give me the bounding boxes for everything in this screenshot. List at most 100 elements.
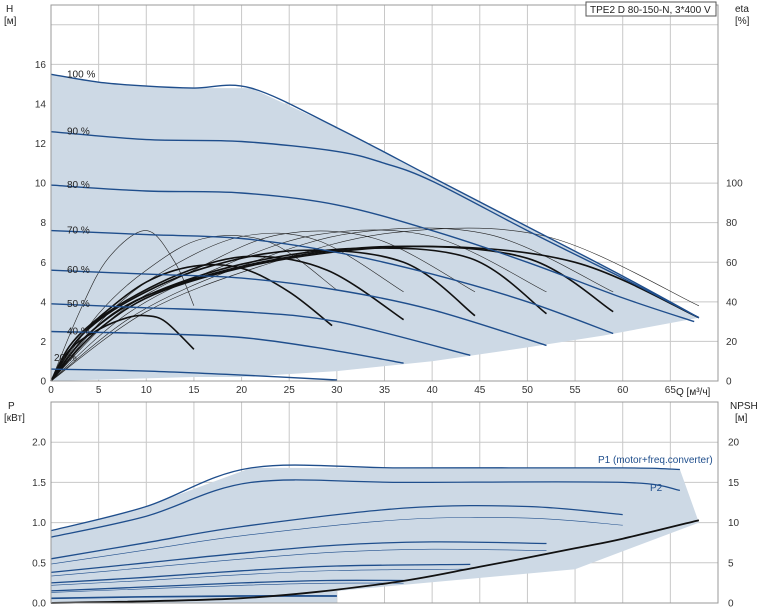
x-axis-label: Q [м³/ч]: [676, 387, 711, 398]
bottom-plot-frame: [50, 401, 719, 604]
power-area: [51, 467, 699, 603]
power-curve-thin: [50, 582, 404, 593]
y-tick-label: 16: [35, 60, 47, 71]
npsh-tick-label: 15: [728, 478, 740, 489]
npsh-curve-group: [50, 519, 700, 604]
y-tick-label: 10: [35, 179, 47, 190]
x-tick-label: 20: [236, 385, 248, 396]
x-tick-label: 5: [96, 385, 102, 396]
npsh-tick-label: 5: [728, 558, 734, 569]
power-curve-thin: [50, 568, 471, 586]
power-curve-thin: [50, 548, 547, 577]
power-curve-thin: [50, 596, 337, 600]
speed-label: 60 %: [67, 265, 90, 276]
eta-curve: [50, 249, 476, 382]
head-curve: [50, 73, 700, 319]
p-tick-label: 1.5: [32, 478, 46, 489]
y-tick-label: 12: [35, 139, 47, 150]
eta-curve-thin: [50, 227, 614, 382]
tick-labels: 0 5 10 15 20 25 30 35 40 45 50 55 60 6502468101214160…: [32, 60, 743, 610]
power-curve: [50, 541, 547, 574]
p1-legend-label: P1 (motor+freq.converter): [598, 455, 713, 466]
x-tick-label: 55: [570, 385, 582, 396]
eta-curves: [50, 245, 700, 382]
x-tick-label: 10: [141, 385, 153, 396]
y-tick-label: 8: [40, 218, 46, 229]
y-tick-label: 4: [40, 297, 46, 308]
eta-curve: [50, 245, 614, 382]
p-tick-label: 1.0: [32, 518, 46, 529]
power-series-curve: [50, 464, 680, 532]
eta-tick-label: 0: [726, 377, 732, 388]
speed-label: 70 %: [67, 226, 90, 237]
power-curve-thin: [50, 517, 623, 565]
x-tick-label: 45: [474, 385, 486, 396]
npsh-tick-label: 10: [728, 518, 740, 529]
x-tick-label: 15: [188, 385, 200, 396]
npsh-curve: [50, 519, 700, 604]
eta-curve: [50, 245, 700, 382]
y-tick-label: 0: [40, 377, 46, 388]
top-ylabel: H: [6, 4, 13, 15]
bottom-ylabel-unit: [кВт]: [4, 413, 25, 424]
x-tick-label: 40: [427, 385, 439, 396]
head-curve: [50, 184, 695, 323]
eta-tick-label: 60: [726, 258, 738, 269]
eta-curve-thin: [50, 227, 700, 382]
bottom-y2label-unit: [м]: [735, 413, 748, 424]
top-y2label-unit: [%]: [735, 16, 750, 27]
head-curve: [50, 229, 614, 335]
top-y2label: eta: [735, 4, 749, 15]
eta-curve: [50, 263, 333, 382]
x-tick-label: 25: [284, 385, 296, 396]
head-curves: [50, 73, 700, 381]
speed-label: 40 %: [67, 327, 90, 338]
p-tick-label: 0.5: [32, 558, 46, 569]
eta-tick-label: 40: [726, 297, 738, 308]
top-plot-frame: [50, 4, 719, 382]
eta-tick-label: 20: [726, 337, 738, 348]
head-curve: [50, 131, 700, 319]
title-box: [585, 1, 717, 17]
eta-tick-label: 100: [726, 179, 743, 190]
operating-area: [51, 74, 699, 382]
power-series-curve: [50, 479, 681, 538]
speed-label: 80 %: [67, 180, 90, 191]
power-curve: [50, 579, 404, 592]
chart-title: TPE2 D 80-150-N, 3*400 V: [590, 5, 711, 16]
y-tick-label: 2: [40, 337, 46, 348]
x-tick-label: 35: [379, 385, 391, 396]
npsh-tick-label: 0: [728, 599, 734, 610]
head-curve: [50, 269, 547, 347]
top-ylabel-unit: [м]: [4, 16, 17, 27]
speed-label: 20 %: [54, 353, 77, 364]
eta-curve-thin: [50, 230, 195, 382]
power-curve: [50, 563, 471, 584]
eta-tick-label: 80: [726, 218, 738, 229]
x-tick-label: 60: [617, 385, 629, 396]
p2-legend-label: P2: [650, 483, 663, 494]
x-tick-label: 30: [331, 385, 343, 396]
npsh-tick-label: 20: [728, 438, 740, 449]
y-tick-label: 6: [40, 258, 46, 269]
head-curve: [50, 368, 337, 381]
power-curve: [50, 504, 623, 560]
p-tick-label: 2.0: [32, 438, 46, 449]
speed-label: 100 %: [67, 69, 95, 80]
power-curve: [50, 595, 337, 599]
bottom-y2label: NPSH: [730, 401, 758, 412]
eta-curve-thin: [50, 232, 404, 382]
speed-labels: 100 % 90 % 80 % 70 % 60 % 50 % 40 % 20 %: [54, 69, 95, 364]
x-tick-label: 65: [665, 385, 677, 396]
head-curve: [50, 330, 404, 364]
speed-label: 50 %: [67, 299, 90, 310]
p-tick-label: 0.0: [32, 599, 46, 610]
power-curves: [50, 464, 681, 600]
x-tick-label: 50: [522, 385, 534, 396]
y-tick-label: 14: [35, 99, 47, 110]
speed-label: 90 %: [67, 127, 90, 138]
head-curve: [50, 303, 471, 356]
bottom-ylabel: P: [8, 401, 15, 412]
x-tick-label: 0: [48, 385, 54, 396]
